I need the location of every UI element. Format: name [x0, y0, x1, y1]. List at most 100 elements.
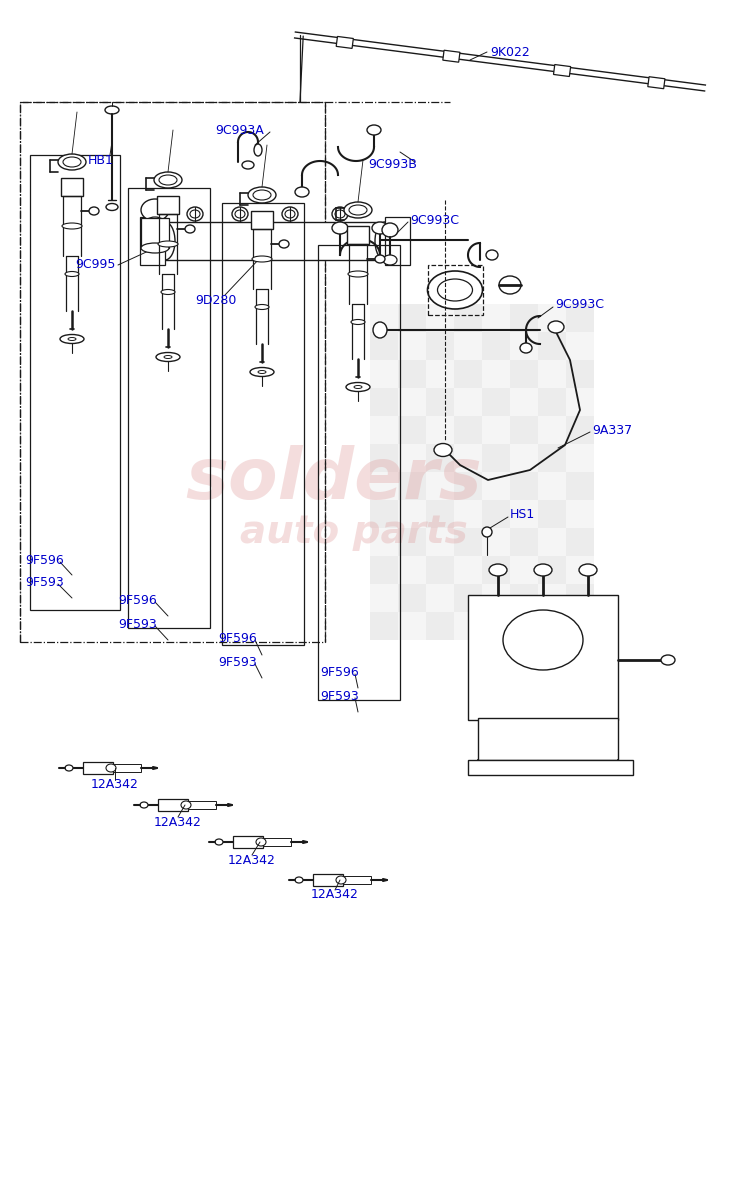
Ellipse shape [346, 383, 370, 391]
Bar [370, 500, 398, 528]
Bar [426, 500, 454, 528]
Bar [553, 65, 571, 77]
Bar [251, 211, 273, 229]
Bar [647, 77, 665, 89]
Ellipse shape [181, 802, 191, 809]
Ellipse shape [141, 199, 169, 221]
Ellipse shape [159, 175, 177, 185]
Ellipse shape [486, 250, 498, 260]
Text: 9A337: 9A337 [592, 424, 632, 437]
Bar [370, 332, 398, 360]
Ellipse shape [489, 564, 507, 576]
Bar [428, 265, 483, 314]
Bar [370, 472, 398, 500]
Bar [510, 500, 538, 528]
Bar [426, 528, 454, 556]
Ellipse shape [661, 655, 675, 665]
Ellipse shape [348, 271, 368, 277]
Bar [398, 500, 426, 528]
Bar [370, 584, 398, 612]
Bar [61, 178, 83, 196]
Ellipse shape [255, 305, 269, 310]
Bar [566, 388, 594, 416]
Bar [426, 556, 454, 584]
Ellipse shape [332, 222, 348, 234]
Bar [222, 203, 304, 646]
Bar [482, 332, 510, 360]
Bar [347, 226, 369, 244]
Bar [566, 304, 594, 332]
Bar [478, 718, 618, 760]
Text: 9F596: 9F596 [320, 666, 359, 678]
Ellipse shape [250, 367, 274, 377]
Ellipse shape [373, 322, 387, 338]
Ellipse shape [354, 385, 362, 389]
Text: 12A342: 12A342 [91, 779, 139, 792]
Ellipse shape [372, 222, 388, 234]
Bar [426, 360, 454, 388]
Bar [468, 595, 618, 720]
Bar [454, 444, 482, 472]
Bar [398, 304, 426, 332]
Ellipse shape [351, 319, 365, 324]
Ellipse shape [285, 210, 295, 218]
Bar [510, 388, 538, 416]
Bar [510, 528, 538, 556]
Ellipse shape [68, 337, 76, 341]
Ellipse shape [295, 877, 303, 883]
Bar [454, 416, 482, 444]
Bar [398, 416, 426, 444]
Ellipse shape [154, 172, 182, 188]
Bar [398, 360, 426, 388]
Bar [443, 50, 460, 62]
Bar [510, 360, 538, 388]
Bar [398, 444, 426, 472]
Ellipse shape [438, 278, 472, 301]
Bar [566, 444, 594, 472]
Ellipse shape [190, 210, 200, 218]
Bar [454, 528, 482, 556]
Bar [165, 222, 385, 260]
Text: 9C993C: 9C993C [555, 299, 604, 312]
Ellipse shape [534, 564, 552, 576]
Ellipse shape [383, 254, 397, 265]
Bar [454, 388, 482, 416]
Bar [158, 799, 188, 811]
Bar [510, 584, 538, 612]
Bar [538, 556, 566, 584]
Bar [482, 500, 510, 528]
Bar [398, 528, 426, 556]
Bar [370, 612, 398, 640]
Bar [313, 874, 343, 886]
Bar [566, 500, 594, 528]
Bar [482, 528, 510, 556]
Ellipse shape [375, 254, 385, 263]
Ellipse shape [242, 161, 254, 169]
Ellipse shape [349, 205, 367, 215]
Circle shape [482, 527, 492, 538]
Bar [538, 304, 566, 332]
Bar [398, 388, 426, 416]
Ellipse shape [60, 335, 84, 343]
Bar [538, 332, 566, 360]
Bar [426, 472, 454, 500]
Bar [510, 444, 538, 472]
Bar [128, 188, 210, 628]
Bar [263, 838, 291, 846]
Text: 9F593: 9F593 [25, 576, 64, 588]
Bar [370, 444, 398, 472]
Ellipse shape [58, 154, 86, 170]
Ellipse shape [62, 223, 82, 229]
Ellipse shape [248, 187, 276, 203]
Bar [538, 612, 566, 640]
Text: 9C993B: 9C993B [368, 158, 417, 172]
Bar [343, 876, 371, 884]
Bar [566, 556, 594, 584]
Ellipse shape [579, 564, 597, 576]
Bar [482, 388, 510, 416]
Bar [454, 500, 482, 528]
Bar [538, 360, 566, 388]
Bar [426, 416, 454, 444]
Bar [510, 416, 538, 444]
Bar [30, 155, 120, 610]
